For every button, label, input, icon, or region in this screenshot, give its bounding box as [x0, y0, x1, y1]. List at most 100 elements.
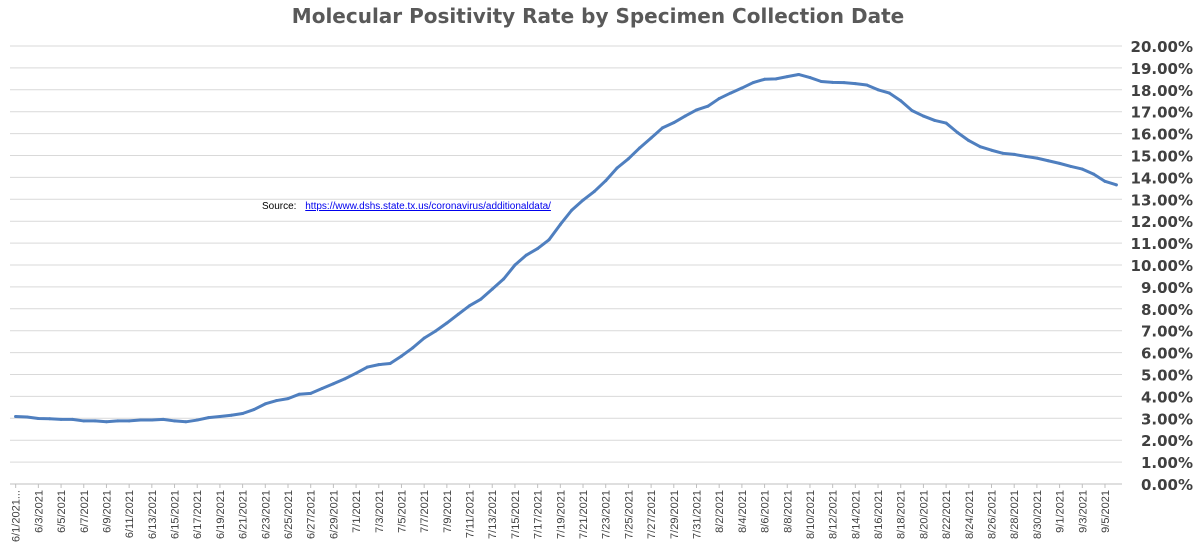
- data-point: [1035, 156, 1039, 160]
- data-point: [853, 82, 857, 86]
- data-point: [434, 329, 438, 333]
- x-tick-label: 7/9/2021: [442, 490, 454, 533]
- x-tick-label: 7/5/2021: [396, 490, 408, 533]
- data-point: [751, 81, 755, 85]
- data-point: [309, 391, 313, 395]
- y-tick-label: 18.00%: [1131, 82, 1193, 100]
- data-point: [899, 99, 903, 103]
- data-point: [819, 79, 823, 83]
- data-point: [865, 83, 869, 87]
- data-point: [161, 417, 165, 421]
- x-tick-label: 6/9/2021: [101, 490, 113, 533]
- data-point: [1046, 159, 1050, 163]
- x-tick-label: 8/8/2021: [782, 490, 794, 533]
- data-point: [184, 420, 188, 424]
- data-point: [286, 397, 290, 401]
- x-axis-ticks: 6/1/2021... 6/3/2021 6/5/2021 6/7/2021 6/9/2…: [10, 483, 1122, 542]
- data-point: [241, 411, 245, 415]
- data-point: [955, 131, 959, 134]
- data-point: [502, 277, 506, 281]
- x-tick-label: 7/19/2021: [555, 490, 567, 539]
- x-tick-label: 6/21/2021: [238, 490, 250, 539]
- data-point: [138, 418, 142, 422]
- x-tick-label: 9/1/2021: [1055, 490, 1067, 533]
- data-point: [93, 419, 97, 423]
- data-point: [490, 287, 494, 291]
- data-point: [343, 377, 347, 381]
- x-tick-label: 6/15/2021: [170, 490, 182, 539]
- chart-title: Molecular Positivity Rate by Specimen Co…: [292, 4, 904, 28]
- x-tick-label: 7/17/2021: [533, 490, 545, 539]
- x-tick-label: 7/29/2021: [669, 490, 681, 539]
- y-tick-label: 12.00%: [1131, 213, 1193, 231]
- x-tick-label: 8/20/2021: [918, 490, 930, 539]
- x-tick-label: 8/14/2021: [850, 490, 862, 539]
- data-point: [1069, 164, 1073, 168]
- data-point: [717, 97, 721, 101]
- x-tick-label: 6/29/2021: [328, 490, 340, 539]
- y-tick-label: 19.00%: [1131, 60, 1193, 78]
- data-point: [479, 297, 483, 301]
- x-tick-label: 7/15/2021: [510, 490, 522, 539]
- data-point: [36, 417, 40, 421]
- data-point: [229, 413, 233, 417]
- data-point: [990, 148, 994, 152]
- source-label: Source:: [262, 201, 296, 212]
- data-point: [536, 247, 540, 251]
- source-link[interactable]: https://www.dshs.state.tx.us/coronavirus…: [305, 201, 551, 212]
- x-tick-label: 8/28/2021: [1009, 490, 1021, 539]
- y-tick-label: 13.00%: [1131, 191, 1193, 209]
- data-point: [978, 145, 982, 149]
- data-point: [82, 419, 86, 423]
- x-tick-label: 8/18/2021: [896, 490, 908, 539]
- data-point: [672, 121, 676, 125]
- data-point: [116, 419, 120, 423]
- y-tick-label: 16.00%: [1131, 126, 1193, 144]
- x-tick-label: 8/12/2021: [828, 490, 840, 539]
- x-tick-label: 6/5/2021: [56, 490, 68, 533]
- data-point: [354, 371, 358, 375]
- data-point: [694, 108, 698, 112]
- x-tick-label: 6/17/2021: [192, 490, 204, 539]
- data-point: [592, 189, 596, 193]
- x-tick-label: 8/4/2021: [737, 490, 749, 533]
- data-point: [524, 253, 528, 257]
- y-tick-label: 9.00%: [1141, 279, 1193, 297]
- data-point: [48, 417, 52, 421]
- data-point: [445, 321, 449, 325]
- x-tick-label: 7/13/2021: [487, 490, 499, 539]
- x-tick-label: 7/25/2021: [623, 490, 635, 539]
- series-group: [14, 72, 1118, 424]
- data-point: [297, 392, 301, 396]
- data-point: [1024, 154, 1028, 158]
- x-tick-label: 7/7/2021: [419, 490, 431, 533]
- data-point: [70, 417, 74, 421]
- data-point: [729, 91, 733, 95]
- y-tick-label: 5.00%: [1141, 367, 1193, 385]
- data-point: [365, 365, 369, 369]
- data-point: [615, 166, 619, 170]
- data-point: [331, 382, 335, 386]
- data-point: [399, 354, 403, 358]
- data-point: [660, 126, 664, 130]
- y-tick-label: 2.00%: [1141, 432, 1193, 450]
- x-tick-label: 8/2/2021: [714, 490, 726, 533]
- x-tick-label: 6/19/2021: [215, 490, 227, 539]
- data-point: [763, 77, 767, 81]
- x-tick-label: 8/30/2021: [1032, 490, 1044, 539]
- data-point: [547, 238, 551, 242]
- x-tick-label: 7/1/2021: [351, 490, 363, 533]
- y-tick-label: 20.00%: [1131, 38, 1193, 56]
- data-point: [933, 118, 937, 122]
- data-point: [921, 114, 925, 118]
- x-tick-label: 8/16/2021: [873, 490, 885, 539]
- x-tick-label: 6/23/2021: [260, 490, 272, 539]
- data-point: [570, 208, 574, 212]
- y-tick-label: 17.00%: [1131, 104, 1193, 122]
- data-point: [1103, 179, 1107, 183]
- data-point: [150, 418, 154, 422]
- data-point: [774, 77, 778, 81]
- data-point: [740, 86, 744, 90]
- x-tick-label: 7/27/2021: [646, 490, 658, 539]
